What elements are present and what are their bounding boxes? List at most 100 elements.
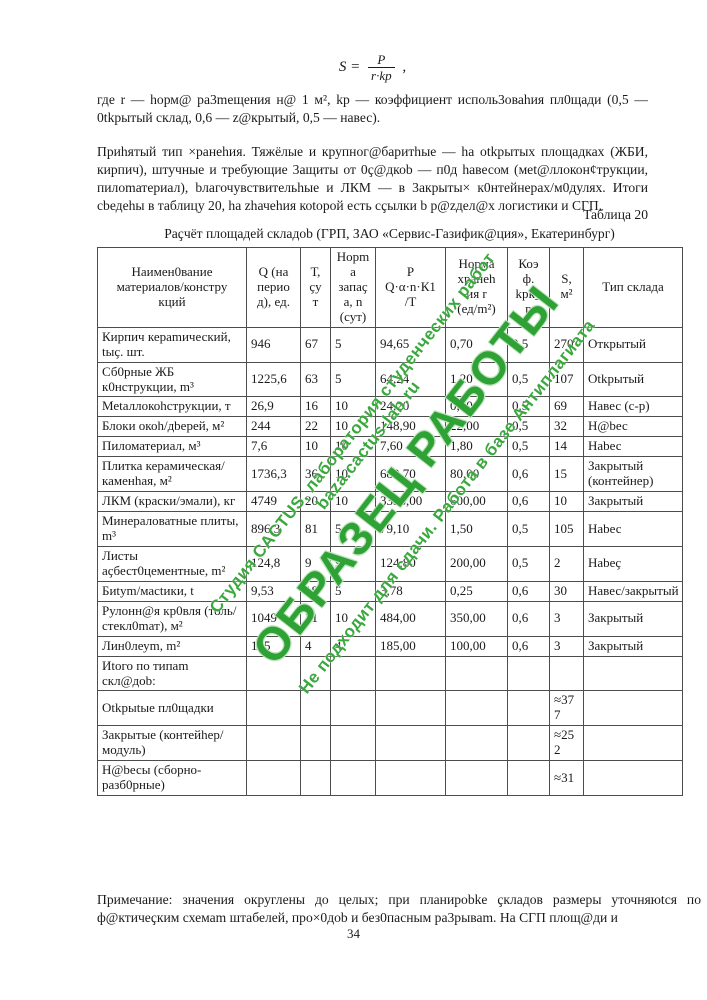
formula-denominator: r·kp xyxy=(368,66,395,83)
table-cell: 107 xyxy=(549,361,584,398)
table-cell: 14 xyxy=(549,436,584,458)
table-cell xyxy=(507,760,550,797)
table-cell: 9 xyxy=(300,545,331,582)
table-row: Кирпич кераmический, tыҫ. шт. 946 67 5 94,65… xyxy=(97,326,683,363)
table-cell: 4 xyxy=(330,635,376,657)
formula-lhs: S xyxy=(338,59,347,76)
table-cell: 0,6 xyxy=(507,580,550,602)
table-row: Блоки окоh/дbерей, м² 244 22 10 148,90 22,00 0… xyxy=(97,416,683,438)
table-cell: 0,25 xyxy=(445,580,508,602)
table-cell: Плитка керамическая/каменhая, м² xyxy=(97,456,247,493)
table-cell: 0,5 xyxy=(507,396,550,418)
table-cell xyxy=(583,655,683,692)
table-cell xyxy=(583,725,683,762)
table-cell: 896,3 xyxy=(246,511,301,547)
formula-equals: = xyxy=(350,59,361,76)
paragraph-storage-types: Приhятый тип ×ранеhия. Тяжёлые и крупног… xyxy=(97,144,648,213)
table-cell: 16 xyxy=(300,396,331,418)
table-cell xyxy=(507,690,550,727)
footnote: Примечание: значения округлены до целых;… xyxy=(97,892,701,925)
table-cell: 3395,00 xyxy=(375,491,446,513)
table-cell: 600,00 xyxy=(445,491,508,513)
table-cell: 5 xyxy=(330,361,376,398)
table-cell: 0,6 xyxy=(507,635,550,657)
table-cell xyxy=(445,690,508,727)
table-cell: Навес (с-р) xyxy=(583,396,683,418)
table-row: Меtаллокоhструкции, т 26,9 16 10 24,20 0,70 0,… xyxy=(97,396,683,418)
table-cell: 3 xyxy=(549,635,584,657)
table-row: ЛКМ (краски/эмали), кг 4749 20 10 3395,00 600… xyxy=(97,491,683,513)
table-cell: 0,5 xyxy=(507,436,550,458)
table-cell: 0,6 xyxy=(507,600,550,637)
table-cell: 484,00 xyxy=(375,600,446,637)
table-cell xyxy=(330,655,376,692)
table-cell: 0,5 xyxy=(507,511,550,547)
table-cell: 2 xyxy=(549,545,584,582)
table-cell xyxy=(445,725,508,762)
table-cell: Закрытый xyxy=(583,635,683,657)
table-cell xyxy=(375,760,446,797)
paragraph-formula-legend: где r — hорм@ ра3mещения н@ 1 м², kp — к… xyxy=(97,92,648,125)
table-cell: 15 xyxy=(549,456,584,493)
table-cell: Закрытый (контейнер) xyxy=(583,456,683,493)
table-cell: 24,20 xyxy=(375,396,446,418)
table-cell: 22 xyxy=(300,416,331,438)
table-row: Оtkрыtые пл0щадки ≈377 xyxy=(97,690,683,727)
table-cell xyxy=(445,655,508,692)
table-cell xyxy=(549,655,584,692)
table-cell xyxy=(507,725,550,762)
table-cell xyxy=(300,655,331,692)
table-cell xyxy=(246,655,301,692)
column-header: S, м² xyxy=(549,247,584,328)
table-cell: 18 xyxy=(300,580,331,602)
table-cell: Биtуm/масtики, t xyxy=(97,580,247,602)
table-cell: 10 xyxy=(330,396,376,418)
table-cell: 10 xyxy=(330,436,376,458)
table-cell: Сб0рные ЖБ к0нструкции, m³ xyxy=(97,361,247,398)
table-cell: Пиломатериал, м³ xyxy=(97,436,247,458)
table-cell: 5 xyxy=(330,511,376,547)
table-cell: ЛКМ (краски/эмали), кг xyxy=(97,491,247,513)
table-cell: 0,5 xyxy=(507,416,550,438)
table-cell xyxy=(330,725,376,762)
table-cell: Наbес xyxy=(583,511,683,547)
page-number: 34 xyxy=(347,926,360,941)
table-row: Н@bесы (сборно-разб0рные) ≈31 xyxy=(97,760,683,797)
table-cell xyxy=(300,690,331,727)
storage-table-wrapper: Наимен0вание материалов/констру кций Q (н… xyxy=(97,247,683,797)
table-cell: Закрытый xyxy=(583,491,683,513)
table-cell: 3,78 xyxy=(375,580,446,602)
column-header: Норма хранеh ия r (ед/m²) xyxy=(445,247,508,328)
table-cell: 124,8 xyxy=(246,545,301,582)
table-cell xyxy=(583,760,683,797)
table-cell: Лин0леуm, m² xyxy=(97,635,247,657)
table-cell: 0,5 xyxy=(507,545,550,582)
table-cell xyxy=(330,690,376,727)
table-cell: Блоки окоh/дbерей, м² xyxy=(97,416,247,438)
table-cell: 67 xyxy=(300,326,331,363)
table-cell: 689,70 xyxy=(375,456,446,493)
table-cell: 185 xyxy=(246,635,301,657)
table-cell: 5 xyxy=(330,326,376,363)
table-cell: 946 xyxy=(246,326,301,363)
table-cell: 1,80 xyxy=(445,436,508,458)
table-cell: 22,00 xyxy=(445,416,508,438)
table-cell xyxy=(246,725,301,762)
table-cell: 0,70 xyxy=(445,396,508,418)
table-cell: 0,70 xyxy=(445,326,508,363)
table-cell: 244 xyxy=(246,416,301,438)
table-cell: Оtkрытый xyxy=(583,361,683,398)
table-cell: 0,6 xyxy=(507,456,550,493)
table-row: Лин0леуm, m² 185 4 4 185,00 100,00 0,6 3 Закрыты… xyxy=(97,635,683,657)
table-cell: Наbес xyxy=(583,436,683,458)
table-cell: 200,00 xyxy=(445,545,508,582)
column-header: Т, ҫу т xyxy=(300,247,331,328)
table-cell: 7,6 xyxy=(246,436,301,458)
table-cell: 31 xyxy=(300,600,331,637)
table-cell: Наbеҫ xyxy=(583,545,683,582)
table-cell: 81 xyxy=(300,511,331,547)
table-cell: 350,00 xyxy=(445,600,508,637)
table-cell xyxy=(375,690,446,727)
